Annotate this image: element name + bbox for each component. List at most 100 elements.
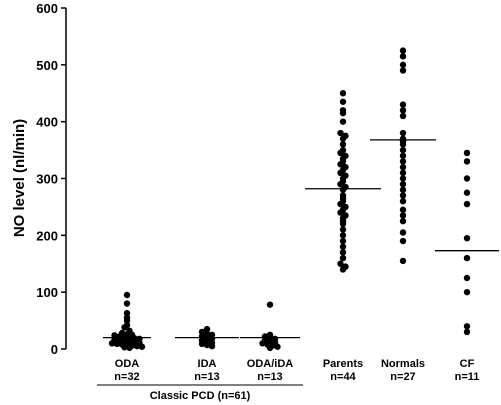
category-n-label: n=11 (455, 371, 480, 383)
category-label: IDA (198, 358, 217, 370)
data-point (126, 327, 133, 335)
data-point (339, 254, 347, 262)
data-point (399, 180, 407, 188)
data-point (339, 226, 347, 233)
data-point (399, 135, 407, 142)
data-point (399, 112, 407, 120)
y-tick-label: 300 (36, 172, 58, 187)
data-point (339, 98, 347, 105)
data-point (136, 335, 143, 342)
data-point (123, 309, 131, 317)
data-point (399, 158, 407, 165)
data-point (399, 61, 407, 69)
y-axis (61, 7, 67, 350)
data-point (463, 288, 471, 296)
data-point (399, 146, 407, 154)
data-point (463, 149, 471, 157)
data-point (342, 212, 349, 219)
data-point (463, 189, 471, 196)
category-label: ODA (115, 358, 140, 370)
y-axis-title: NO level (nl/min) (11, 119, 28, 237)
y-tick-label: 100 (36, 285, 58, 300)
data-point (208, 331, 216, 338)
data-point (337, 260, 344, 267)
data-point (342, 263, 349, 270)
data-point (111, 332, 118, 339)
data-point (463, 274, 471, 282)
data-point (339, 232, 347, 239)
mean-lines (103, 139, 499, 339)
data-point (339, 118, 347, 125)
category-label: Parents (323, 358, 363, 370)
data-points (108, 47, 471, 352)
data-point (399, 53, 407, 60)
data-point (123, 321, 131, 329)
data-point (399, 237, 407, 245)
data-point (463, 175, 471, 182)
data-point (399, 257, 407, 265)
category-n-label: n=27 (390, 371, 415, 383)
data-point (399, 192, 407, 199)
data-point (339, 237, 347, 245)
category-n-label: n=32 (114, 371, 139, 383)
data-point (123, 314, 131, 321)
category-n-label: n=13 (194, 371, 219, 383)
y-tick-label: 0 (51, 342, 58, 357)
data-point (399, 175, 407, 182)
data-point (399, 107, 407, 114)
data-point (399, 47, 407, 54)
data-point (339, 107, 347, 114)
y-tick-label: 200 (36, 228, 58, 243)
category-labels: ODAn=32IDAn=13ODA/iDAn=13Parentsn=44Norm… (114, 358, 479, 383)
data-point (339, 141, 347, 148)
data-point (399, 101, 407, 108)
data-point (399, 212, 407, 219)
data-point (337, 129, 344, 137)
data-point (399, 163, 407, 171)
data-point (399, 198, 407, 205)
y-tick-labels: 0 100 200 300 400 500 600 (36, 1, 58, 357)
data-point (463, 158, 471, 165)
data-point (399, 206, 407, 213)
data-point (339, 146, 347, 154)
y-tick-label: 500 (36, 58, 58, 73)
data-point (463, 200, 471, 208)
data-point (399, 169, 407, 177)
data-point (463, 328, 471, 336)
data-point (118, 329, 126, 337)
data-point (399, 229, 407, 236)
data-point (342, 163, 349, 171)
data-point (266, 301, 274, 308)
data-point (339, 249, 347, 256)
category-label: ODA/iDA (247, 358, 294, 370)
data-point (463, 234, 471, 242)
data-point (342, 203, 349, 211)
data-point (399, 67, 407, 74)
data-point (463, 254, 471, 262)
data-point (399, 186, 407, 194)
data-point (339, 192, 347, 199)
data-point (342, 152, 349, 159)
category-label: CF (460, 358, 475, 370)
data-point (339, 90, 347, 97)
category-n-label: n=13 (257, 371, 282, 383)
data-point (399, 129, 407, 137)
y-tick-label: 600 (36, 1, 58, 16)
data-point (339, 243, 347, 250)
data-point (463, 323, 471, 330)
group-bracket: Classic PCD (n=61) (97, 384, 303, 402)
y-tick-label: 400 (36, 115, 58, 130)
data-point (399, 217, 407, 225)
data-point (198, 328, 206, 336)
data-point (271, 335, 279, 342)
data-point (342, 132, 349, 140)
category-label: Normals (381, 358, 425, 370)
data-point (203, 330, 211, 337)
data-point (203, 325, 211, 333)
data-point (399, 152, 407, 159)
data-point (266, 331, 274, 338)
data-point (123, 291, 131, 299)
category-n-label: n=44 (330, 371, 356, 383)
group-bracket-label: Classic PCD (n=61) (150, 390, 251, 402)
